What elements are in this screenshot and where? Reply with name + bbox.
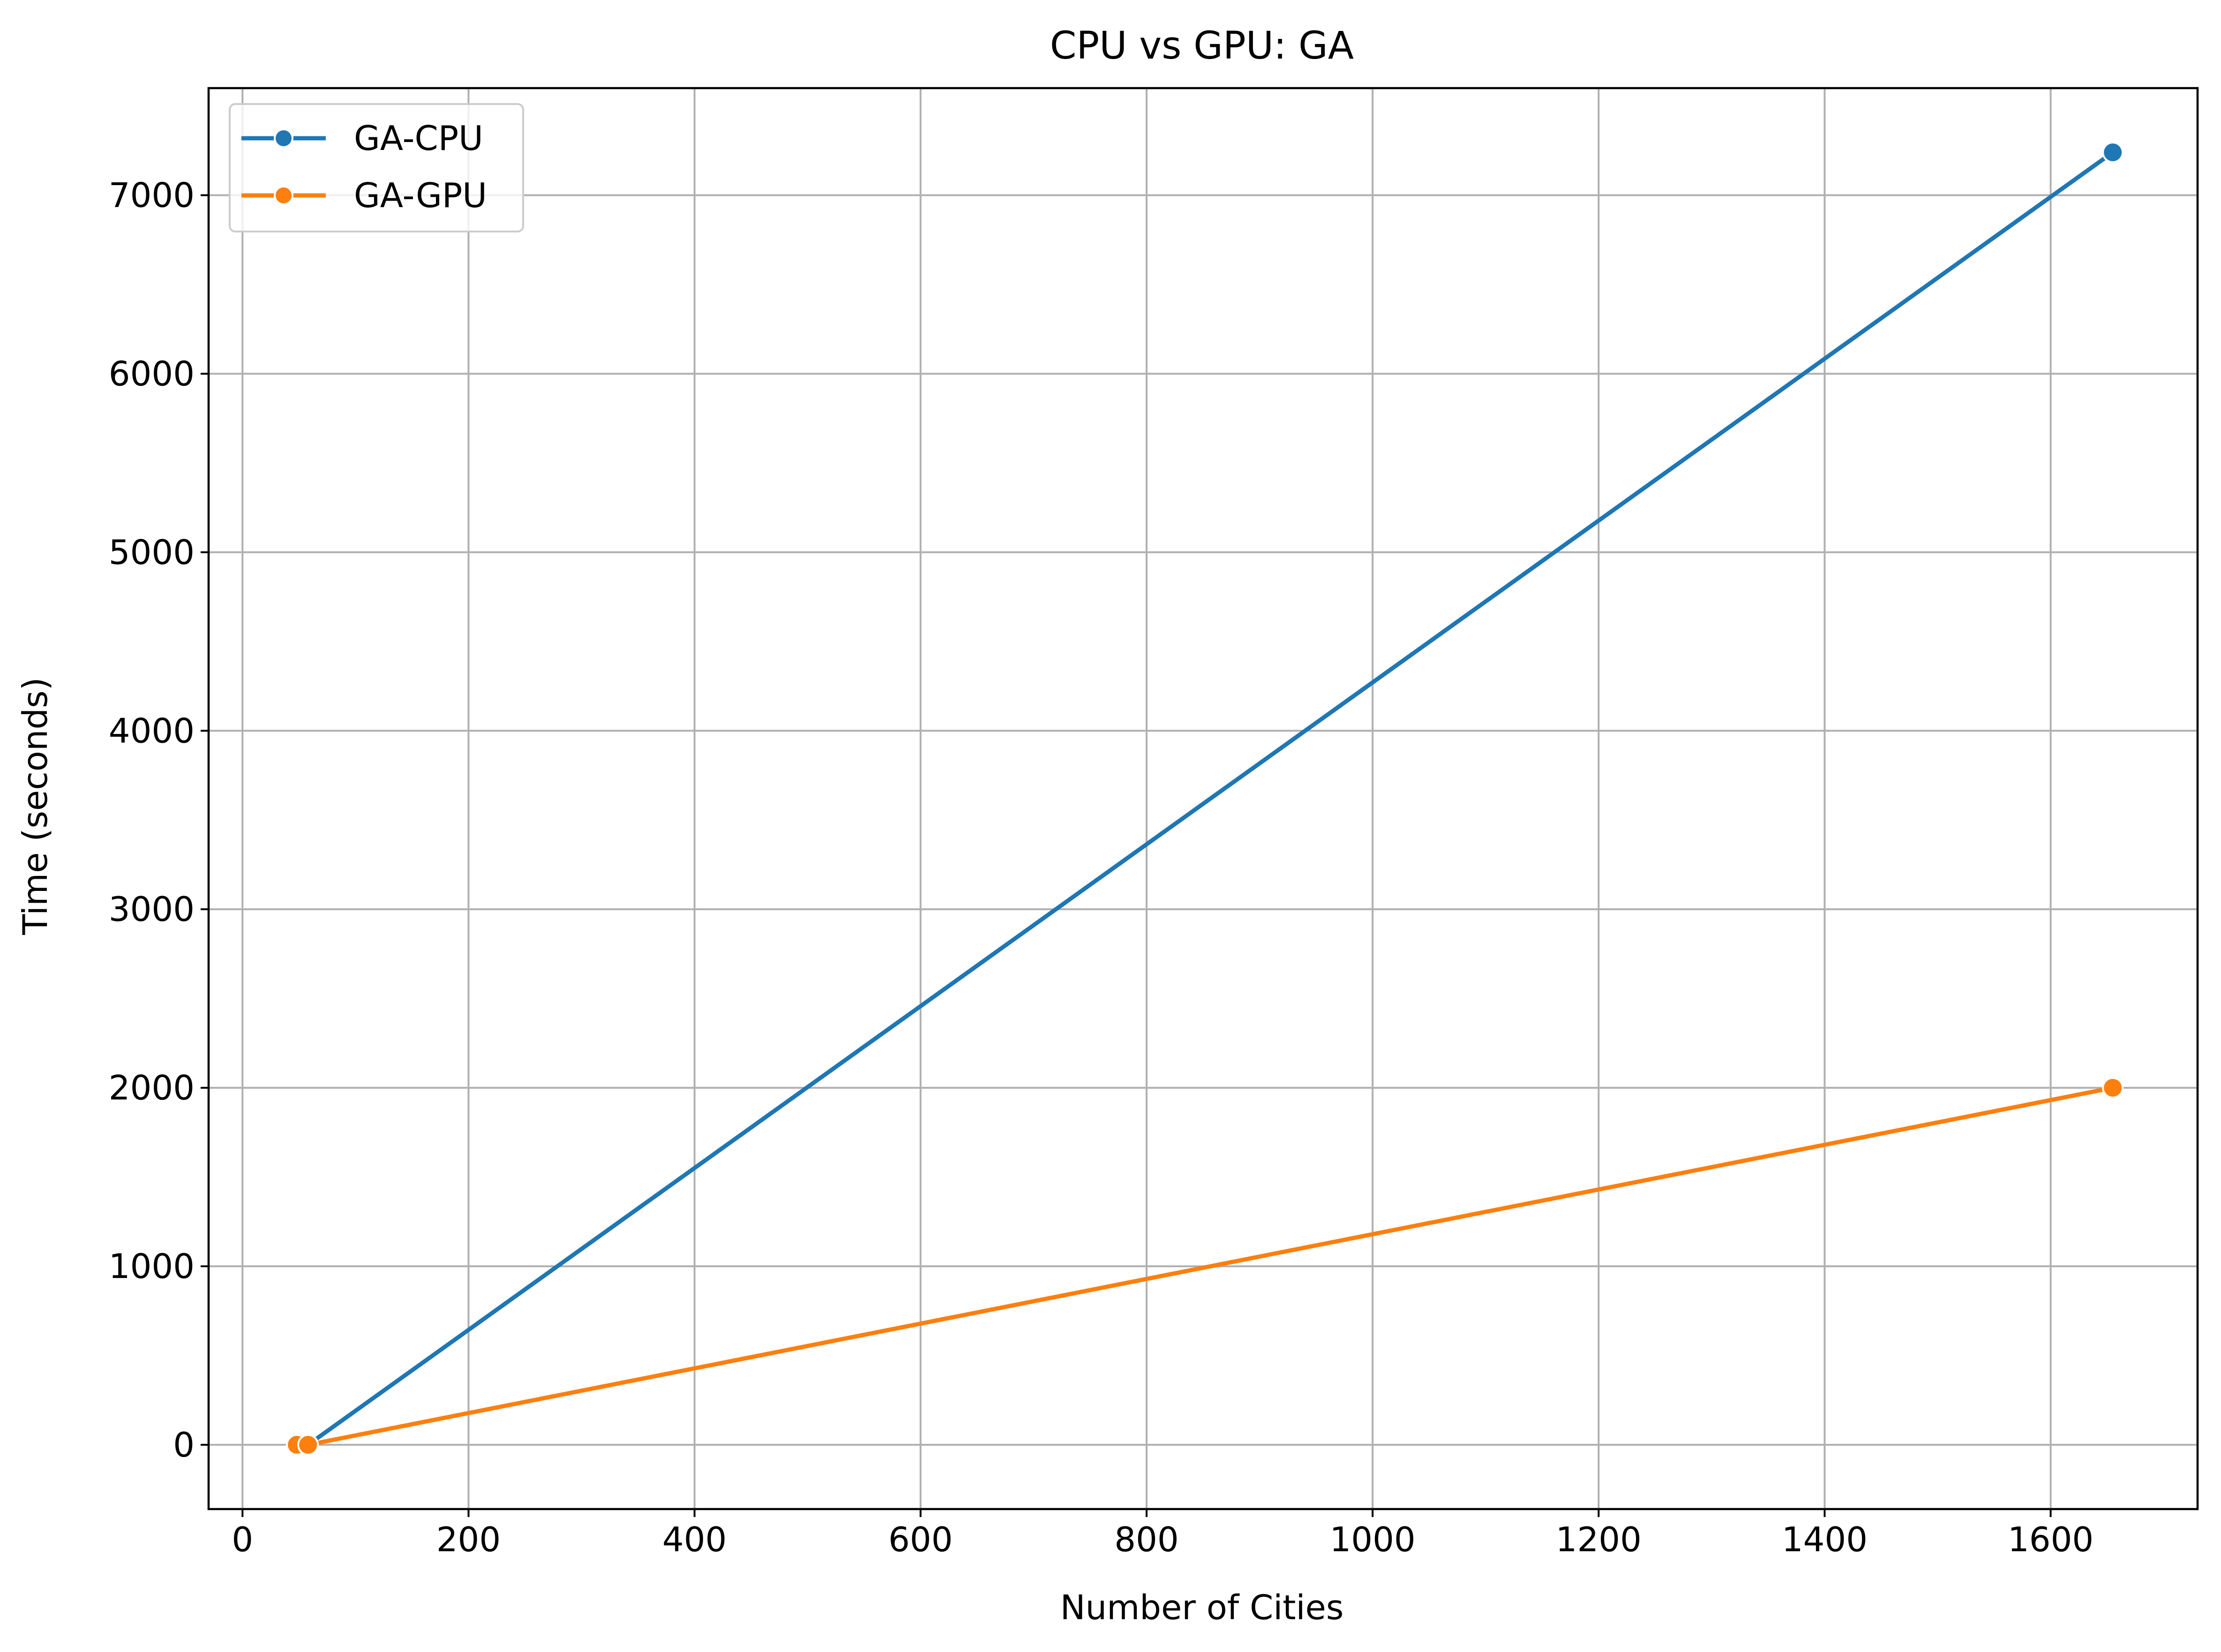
x-tick-label: 1400 <box>1782 1520 1868 1559</box>
x-tick-label: 0 <box>232 1520 253 1559</box>
y-tick-label: 2000 <box>109 1068 195 1107</box>
axes-frame <box>207 87 2199 1510</box>
y-axis-label: Time (seconds) <box>15 677 55 935</box>
data-point-ga-cpu <box>2102 142 2124 164</box>
legend-marker-gpu <box>274 186 293 205</box>
x-tick-label: 200 <box>436 1520 501 1559</box>
x-tick-label: 1200 <box>1556 1520 1642 1559</box>
y-tick-label: 7000 <box>109 176 195 215</box>
x-tick-label: 600 <box>888 1520 953 1559</box>
x-tick-label: 1600 <box>2008 1520 2093 1559</box>
data-point-ga-gpu <box>297 1434 319 1456</box>
grid <box>209 88 2198 1509</box>
legend-label-cpu: GA-CPU <box>354 119 483 158</box>
y-tick-label: 0 <box>173 1425 195 1465</box>
data-point-ga-gpu <box>2102 1077 2124 1099</box>
y-tick-label: 1000 <box>109 1247 195 1286</box>
plot-area <box>286 142 2124 1456</box>
y-tick-label: 6000 <box>109 354 195 393</box>
x-axis-label: Number of Cities <box>1060 1588 1344 1627</box>
y-tick-label: 3000 <box>109 890 195 929</box>
x-tick-label: 1000 <box>1330 1520 1416 1559</box>
legend-box <box>229 103 524 232</box>
legend-label-gpu: GA-GPU <box>354 176 487 215</box>
x-tick-label: 800 <box>1114 1520 1178 1559</box>
y-tick-label: 5000 <box>109 532 195 572</box>
legend: GA-CPU GA-GPU <box>229 103 524 232</box>
y-tick-label: 4000 <box>109 711 195 750</box>
legend-marker-cpu <box>274 128 293 148</box>
x-tick-label: 400 <box>662 1520 727 1559</box>
chart-title: CPU vs GPU: GA <box>1050 24 1354 68</box>
ticks: 0 200 400 600 800 1000 1200 1400 1600 0 1000 2000 30… <box>109 176 2093 1559</box>
